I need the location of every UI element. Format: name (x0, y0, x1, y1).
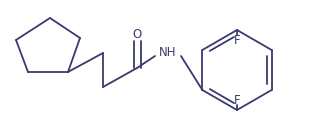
Text: NH: NH (159, 47, 177, 60)
Text: O: O (132, 29, 142, 41)
Text: F: F (234, 94, 240, 106)
Text: F: F (234, 33, 240, 47)
